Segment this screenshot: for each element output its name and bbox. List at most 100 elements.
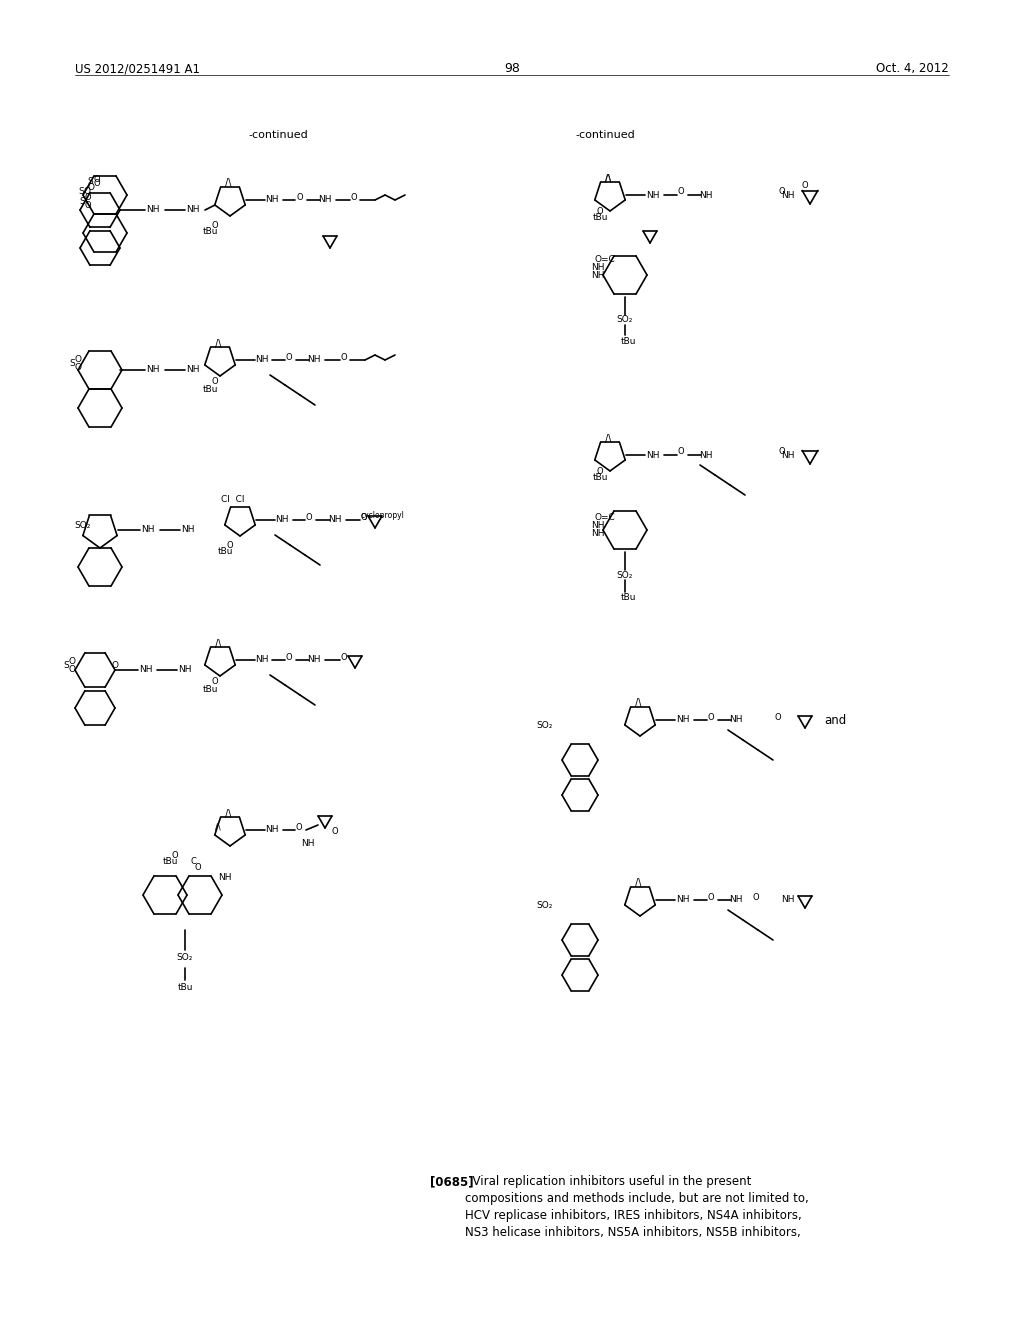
Text: O: O xyxy=(93,180,100,189)
Text: tBu: tBu xyxy=(177,982,193,991)
Text: O: O xyxy=(172,850,178,859)
Text: O: O xyxy=(597,467,603,477)
Text: NH: NH xyxy=(275,516,289,524)
Text: O: O xyxy=(85,202,91,210)
Text: NH: NH xyxy=(781,190,795,199)
Text: O: O xyxy=(708,713,715,722)
Text: O: O xyxy=(775,713,781,722)
Text: NH: NH xyxy=(646,190,659,199)
Text: NH: NH xyxy=(146,366,160,375)
Text: NH: NH xyxy=(646,450,659,459)
Text: and: and xyxy=(824,714,846,726)
Text: NH: NH xyxy=(781,895,795,904)
Text: cyclopropyl: cyclopropyl xyxy=(361,511,404,520)
Text: O: O xyxy=(286,352,292,362)
Text: S: S xyxy=(63,661,69,671)
Text: NH: NH xyxy=(218,873,231,882)
Text: NH: NH xyxy=(329,516,342,524)
Text: Cl  Cl: Cl Cl xyxy=(221,495,245,504)
Text: S: S xyxy=(79,198,85,206)
Text: O=C: O=C xyxy=(595,513,615,523)
Text: O=C: O=C xyxy=(595,256,615,264)
Text: NH: NH xyxy=(781,450,795,459)
Text: [0685]: [0685] xyxy=(430,1175,474,1188)
Text: O: O xyxy=(286,652,292,661)
Text: NH: NH xyxy=(146,206,160,214)
Text: NH: NH xyxy=(729,895,742,904)
Text: NH: NH xyxy=(676,895,690,904)
Text: NH: NH xyxy=(139,665,153,675)
Text: SO₂: SO₂ xyxy=(75,520,91,529)
Text: tBu: tBu xyxy=(621,338,636,346)
Text: /\: /\ xyxy=(224,178,231,187)
Text: NH: NH xyxy=(265,825,279,834)
Text: O: O xyxy=(212,220,218,230)
Text: NH: NH xyxy=(699,190,713,199)
Text: O: O xyxy=(678,447,684,457)
Text: O: O xyxy=(296,822,302,832)
Text: NH: NH xyxy=(676,715,690,725)
Text: O: O xyxy=(112,660,119,669)
Text: NH: NH xyxy=(307,355,321,364)
Text: NH: NH xyxy=(307,656,321,664)
Text: O: O xyxy=(341,652,347,661)
Text: Viral replication inhibitors useful in the present
compositions and methods incl: Viral replication inhibitors useful in t… xyxy=(465,1175,809,1239)
Text: tBu: tBu xyxy=(162,858,178,866)
Text: tBu: tBu xyxy=(621,594,636,602)
Text: /\: /\ xyxy=(605,174,611,183)
Text: S: S xyxy=(78,187,84,197)
Text: SO₂: SO₂ xyxy=(537,721,553,730)
Text: O: O xyxy=(93,176,100,185)
Text: tBu: tBu xyxy=(592,214,608,223)
Text: -continued: -continued xyxy=(575,129,635,140)
Text: /\: /\ xyxy=(635,698,641,708)
Text: /\: /\ xyxy=(605,173,611,182)
Text: NH: NH xyxy=(591,264,605,272)
Text: 98: 98 xyxy=(504,62,520,75)
Text: O: O xyxy=(802,181,808,190)
Text: O: O xyxy=(306,512,312,521)
Text: NH: NH xyxy=(591,272,605,281)
Text: O: O xyxy=(778,187,785,197)
Text: O: O xyxy=(778,447,785,457)
Text: O: O xyxy=(84,187,90,197)
Text: O: O xyxy=(678,187,684,197)
Text: NH: NH xyxy=(186,366,200,375)
Text: NH: NH xyxy=(178,665,191,675)
Text: tBu: tBu xyxy=(203,227,218,236)
Text: NH: NH xyxy=(255,656,268,664)
Text: Oct. 4, 2012: Oct. 4, 2012 xyxy=(877,62,949,75)
Text: O: O xyxy=(75,363,82,372)
Text: -continued: -continued xyxy=(248,129,308,140)
Text: O: O xyxy=(226,540,233,549)
Text: O: O xyxy=(341,352,347,362)
Text: O: O xyxy=(360,512,368,521)
Text: NH: NH xyxy=(181,525,195,535)
Text: O: O xyxy=(69,665,76,675)
Text: NH: NH xyxy=(186,206,200,214)
Text: NH: NH xyxy=(699,450,713,459)
Text: tBu: tBu xyxy=(217,548,232,557)
Text: SO₂: SO₂ xyxy=(177,953,194,962)
Text: SO₂: SO₂ xyxy=(537,900,553,909)
Text: O: O xyxy=(212,677,218,686)
Text: O: O xyxy=(332,828,338,837)
Text: NH: NH xyxy=(318,195,332,205)
Text: US 2012/0251491 A1: US 2012/0251491 A1 xyxy=(75,62,200,75)
Text: tBu: tBu xyxy=(592,474,608,483)
Text: O: O xyxy=(85,194,91,202)
Text: O: O xyxy=(708,892,715,902)
Text: O: O xyxy=(753,892,760,902)
Text: O: O xyxy=(597,207,603,216)
Text: S: S xyxy=(70,359,75,368)
Text: O: O xyxy=(297,193,303,202)
Text: tBu: tBu xyxy=(203,685,218,693)
Text: /\: /\ xyxy=(605,434,611,444)
Text: S: S xyxy=(87,177,93,186)
Text: O: O xyxy=(87,183,94,193)
Text: NH: NH xyxy=(729,715,742,725)
Text: O: O xyxy=(69,657,76,667)
Text: SO₂: SO₂ xyxy=(616,570,633,579)
Text: tBu: tBu xyxy=(203,385,218,395)
Text: NH: NH xyxy=(141,525,155,535)
